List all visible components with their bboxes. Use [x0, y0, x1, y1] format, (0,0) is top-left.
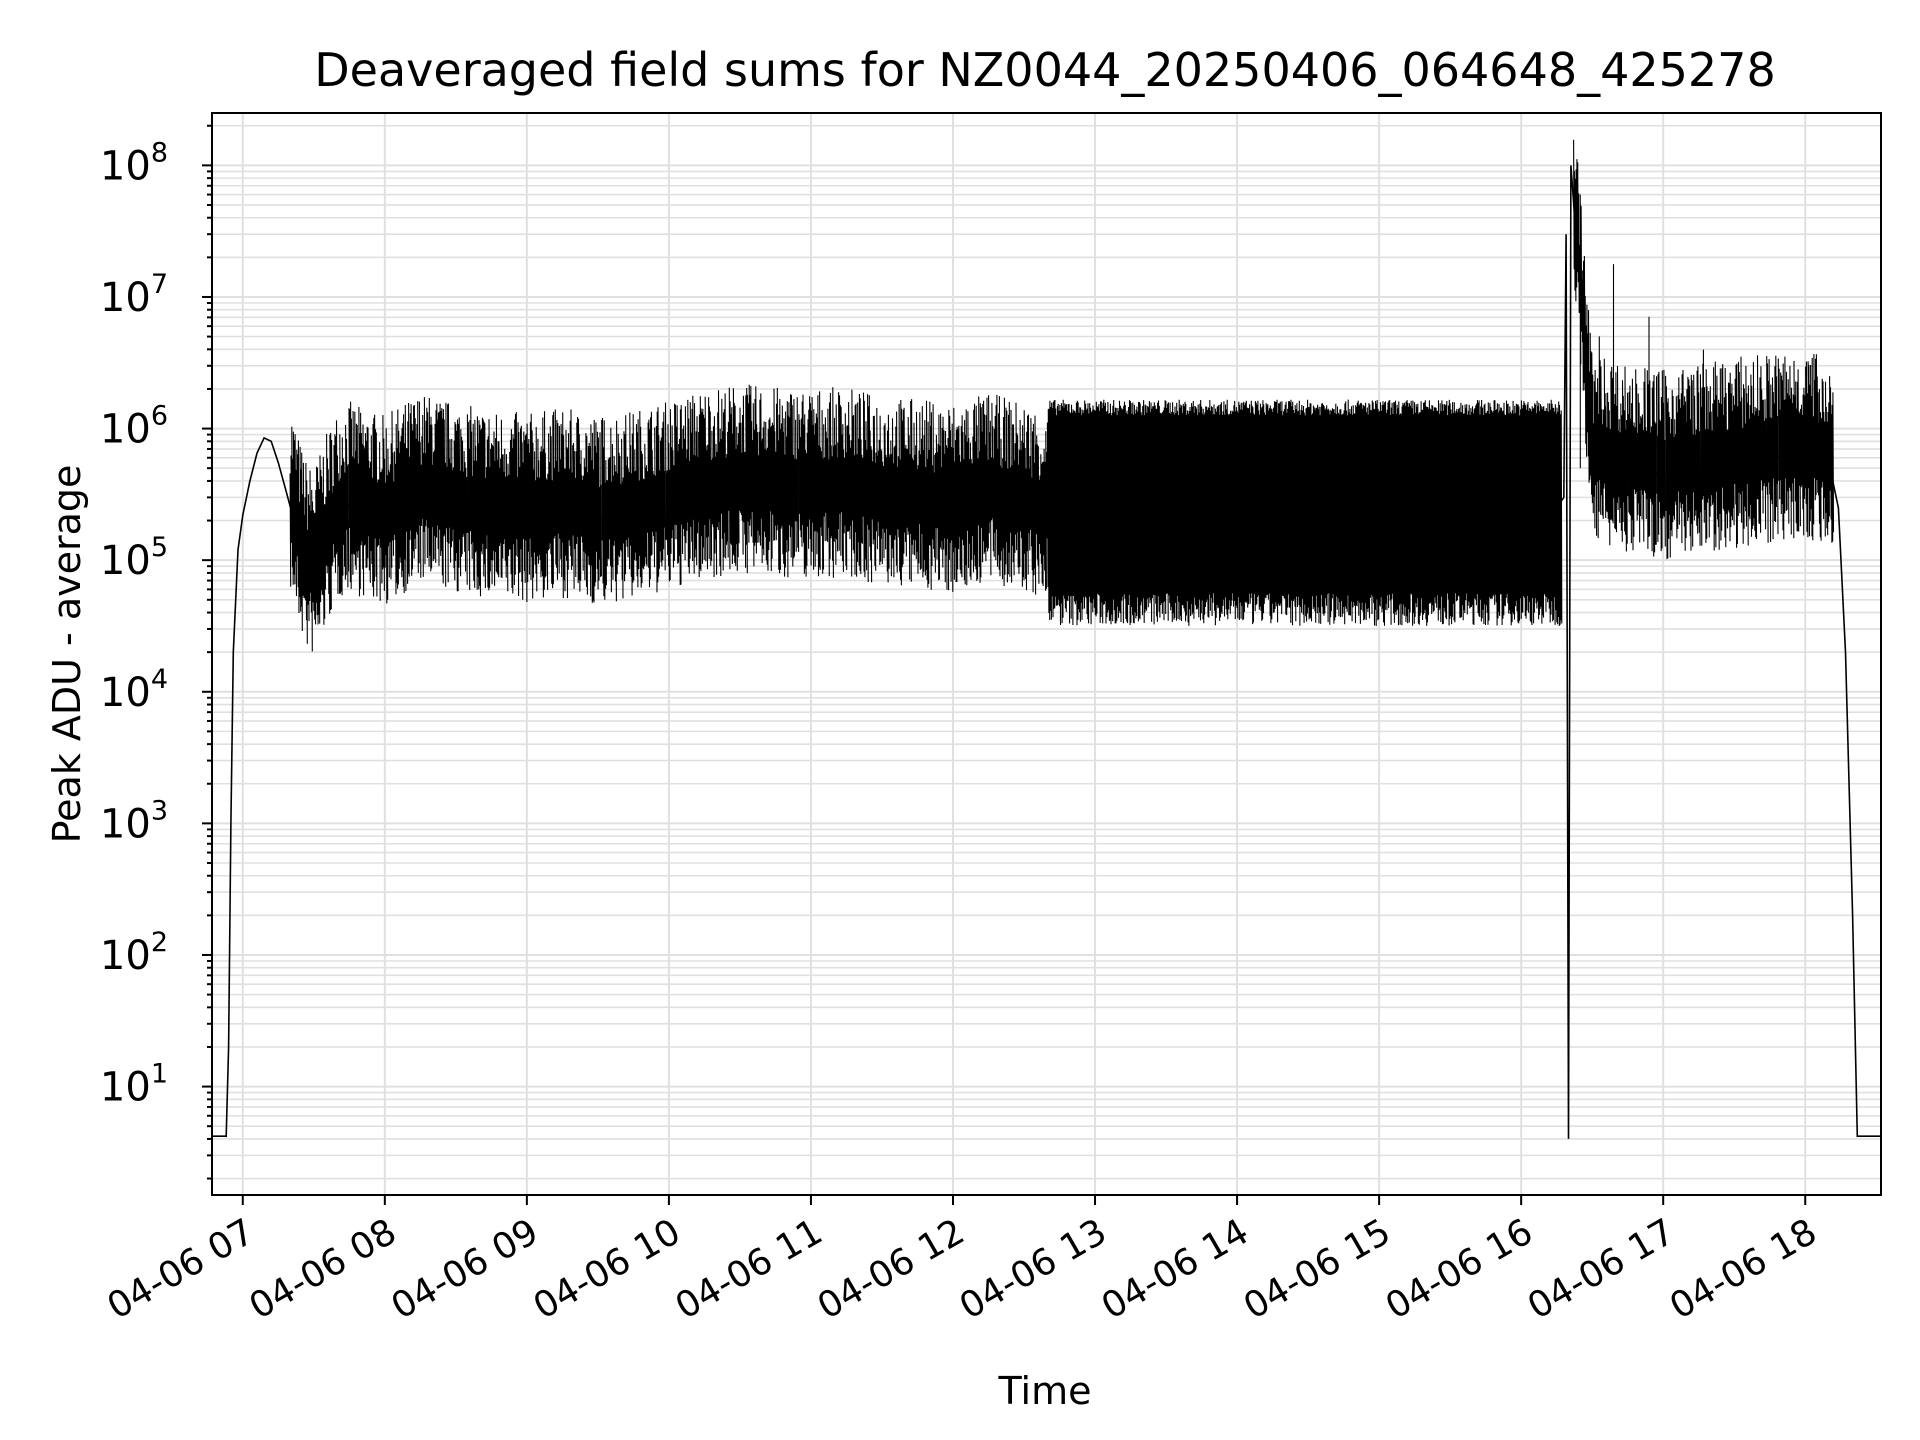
y-axis: 101 102 103 104 105 106 107 108	[100, 124, 212, 1180]
x-tick-label: 04-06 13	[953, 1211, 1114, 1327]
y-tick-label: 108	[100, 137, 168, 189]
y-tick-label: 101	[100, 1059, 168, 1111]
x-tick-label: 04-06 15	[1237, 1211, 1398, 1327]
y-tick-label: 107	[100, 269, 168, 321]
x-tick-label: 04-06 18	[1663, 1211, 1824, 1327]
y-tick-label: 105	[100, 532, 168, 584]
x-tick-label: 04-06 09	[385, 1211, 546, 1327]
grid	[212, 113, 1881, 1195]
x-axis-label: Time	[998, 1369, 1092, 1413]
x-tick-label: 04-06 08	[243, 1211, 404, 1327]
x-tick-label: 04-06 07	[101, 1211, 262, 1327]
noise-band	[289, 139, 1835, 652]
plot-frame	[211, 112, 1882, 1196]
y-tick-label: 104	[100, 664, 168, 716]
x-tick-label: 04-06 16	[1379, 1211, 1540, 1327]
y-tick-label: 106	[100, 401, 168, 453]
x-tick-label: 04-06 11	[669, 1211, 830, 1327]
x-tick-label: 04-06 10	[527, 1211, 688, 1327]
y-tick-label: 103	[100, 795, 168, 847]
x-tick-label: 04-06 12	[811, 1211, 972, 1327]
x-tick-label: 04-06 17	[1521, 1211, 1682, 1327]
y-tick-label: 102	[100, 927, 168, 979]
signal-noise	[289, 139, 1835, 652]
chart-title: Deaveraged field sums for NZ0044_2025040…	[314, 43, 1775, 97]
series-line	[212, 165, 1881, 1139]
y-axis-label: Peak ADU - average	[45, 465, 89, 844]
x-tick-label: 04-06 14	[1095, 1211, 1256, 1327]
